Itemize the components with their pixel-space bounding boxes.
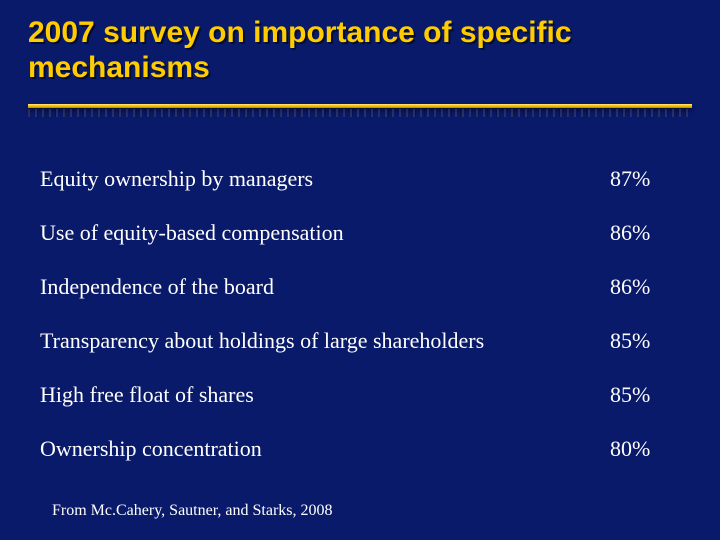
row-value: 85% [610,382,680,408]
row-value: 86% [610,220,680,246]
underline-bar [28,104,692,108]
table-row: Use of equity-based compensation 86% [36,206,684,260]
row-label: Ownership concentration [40,436,610,462]
slide: 2007 survey on importance of specific me… [0,0,720,540]
row-value: 87% [610,166,680,192]
title-underline [28,104,692,118]
table-row: Equity ownership by managers 87% [36,152,684,206]
row-label: High free float of shares [40,382,610,408]
row-label: Transparency about holdings of large sha… [40,328,610,354]
table-row: Ownership concentration 80% [36,422,684,476]
row-label: Equity ownership by managers [40,166,610,192]
table-row: Independence of the board 86% [36,260,684,314]
underline-texture [28,109,692,117]
table-row: High free float of shares 85% [36,368,684,422]
survey-table: Equity ownership by managers 87% Use of … [36,152,684,476]
row-label: Use of equity-based compensation [40,220,610,246]
row-label: Independence of the board [40,274,610,300]
slide-title: 2007 survey on importance of specific me… [28,16,692,85]
table-row: Transparency about holdings of large sha… [36,314,684,368]
row-value: 86% [610,274,680,300]
row-value: 85% [610,328,680,354]
row-value: 80% [610,436,680,462]
citation: From Mc.Cahery, Sautner, and Starks, 200… [52,502,333,520]
